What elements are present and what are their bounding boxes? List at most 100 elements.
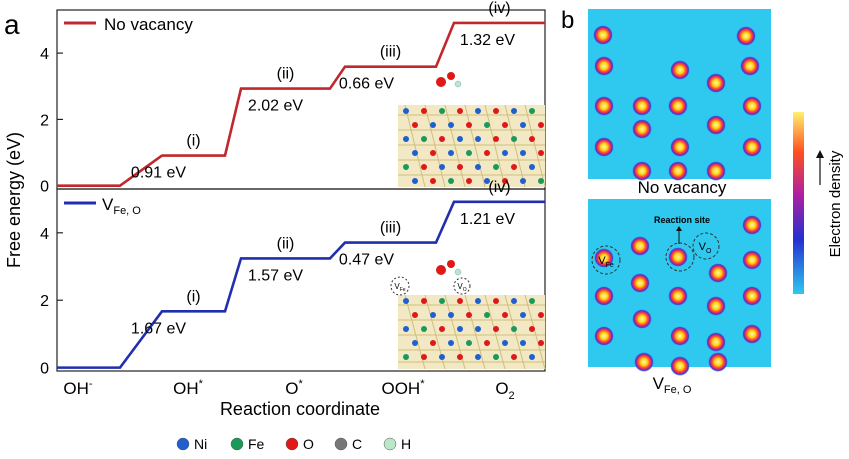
slab-atom	[439, 164, 445, 170]
slab-atom	[466, 178, 472, 184]
slab-atom	[457, 298, 463, 304]
adsorbate-hydrogen	[454, 268, 462, 276]
slab-atom	[538, 178, 544, 184]
vacancy-fe-annotation: VFe	[591, 245, 621, 275]
slab-atom	[538, 312, 544, 318]
series-lines	[57, 21, 545, 369]
inset-vacancy-markers: VFe VO	[390, 276, 471, 296]
slab-atom	[457, 164, 463, 170]
slab-atom	[475, 326, 481, 332]
slab-atom	[439, 298, 445, 304]
slab-atom	[502, 340, 508, 346]
step-label: (ii)	[277, 66, 295, 83]
density-atom	[632, 161, 652, 181]
density-atom	[706, 161, 726, 181]
step-label: (iv)	[488, 0, 510, 17]
slab-atom	[529, 136, 535, 142]
slab-atom	[448, 312, 454, 318]
step-value: 0.47 eV	[339, 252, 394, 269]
slab-atom	[457, 326, 463, 332]
slab-atom	[511, 354, 517, 360]
atom-legend-label: H	[401, 436, 411, 452]
slab-atom	[529, 298, 535, 304]
density-atom	[742, 137, 762, 157]
adsorbate-oxygen	[447, 260, 455, 268]
adsorbate-oxygen	[436, 265, 446, 275]
slab-atom	[448, 340, 454, 346]
density-atom	[668, 96, 688, 116]
density-atom	[594, 137, 614, 157]
slab-atom	[430, 150, 436, 156]
slab-atom	[502, 312, 508, 318]
adsorbate-oxygen	[436, 77, 446, 87]
slab-atom	[448, 150, 454, 156]
density-atom	[706, 296, 726, 316]
slab-atom	[475, 164, 481, 170]
atom-legend-swatch	[176, 437, 190, 451]
slab-atom	[511, 164, 517, 170]
step-label: (iii)	[380, 220, 401, 237]
slab-structure-top	[398, 104, 546, 188]
slab-atom	[484, 178, 490, 184]
bottom-plot-frame	[56, 188, 546, 372]
inset-vacancy-o-marker	[453, 277, 471, 295]
density-atom	[594, 96, 614, 116]
vacancy-o-annotation: VO	[692, 232, 720, 260]
density-atom	[708, 352, 728, 372]
density-atom	[670, 60, 690, 80]
slab-atom	[439, 108, 445, 114]
y-tick-label: 0	[40, 179, 49, 196]
x-tick-label: OH-	[63, 378, 93, 398]
step-label: (i)	[186, 288, 200, 305]
colorbar-label: Electron density	[827, 150, 844, 257]
y-tick-label: 4	[40, 226, 49, 243]
slab-atom	[430, 340, 436, 346]
slab-atom	[484, 150, 490, 156]
density-atom	[594, 248, 614, 268]
slab-atom	[457, 136, 463, 142]
density-atom	[630, 273, 650, 293]
slab-atom	[511, 298, 517, 304]
x-tick-label: O*	[285, 378, 303, 398]
vacancy-fe-ring	[591, 245, 621, 275]
slab-atom	[403, 298, 409, 304]
slab-atom	[493, 164, 499, 170]
density-atom	[594, 286, 614, 306]
slab-atom	[403, 326, 409, 332]
y-tick-label: 2	[40, 293, 49, 310]
density-atom	[670, 356, 690, 376]
step-label: (iii)	[380, 44, 401, 61]
density-atom	[668, 247, 688, 267]
step-labels: (i) 0.91 eV (ii) 2.02 eV (iii) 0.66 eV (iv) 1.3…	[131, 0, 515, 337]
density-atom	[706, 332, 726, 352]
slab-atom	[502, 150, 508, 156]
y-axis-title: Free energy (eV)	[4, 132, 24, 268]
inset-vacancy-fe-marker	[390, 276, 410, 296]
slab-atom	[538, 150, 544, 156]
slab-atom	[466, 122, 472, 128]
slab-atom	[538, 340, 544, 346]
slab-atom	[502, 122, 508, 128]
atom-legend-label: Fe	[248, 436, 265, 452]
density-atom	[668, 286, 688, 306]
step-label: (ii)	[277, 235, 295, 252]
x-tick-label: OH*	[173, 378, 204, 398]
vacancy-fe-label: VFe	[598, 255, 614, 269]
slab-atom	[421, 164, 427, 170]
slab-atom	[475, 136, 481, 142]
step-label: (iv)	[488, 179, 510, 196]
slab-structure-bottom	[398, 294, 546, 370]
step-value: 1.32 eV	[460, 32, 515, 49]
slab-atom	[466, 150, 472, 156]
slab-atom	[511, 326, 517, 332]
x-tick-label: OOH*	[381, 378, 425, 398]
slab-atom	[448, 122, 454, 128]
slab-atom	[475, 298, 481, 304]
slab-atom	[538, 122, 544, 128]
colorbar	[793, 112, 804, 294]
slab-atom	[529, 164, 535, 170]
slab-atom	[430, 312, 436, 318]
series-line	[57, 21, 545, 187]
slab-atom	[430, 122, 436, 128]
density-atom	[706, 73, 726, 93]
